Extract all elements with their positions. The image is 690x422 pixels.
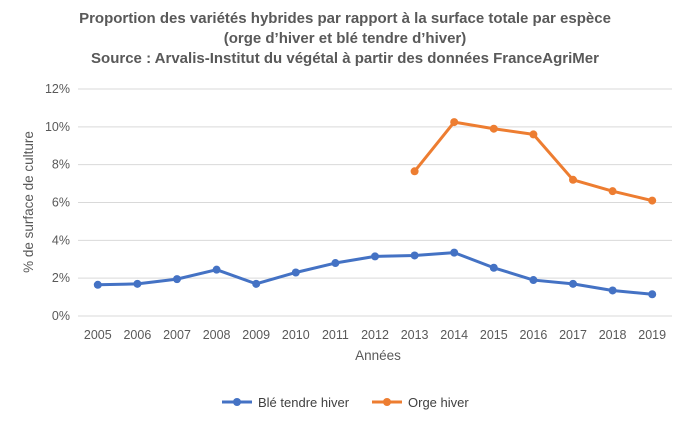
data-point [569, 279, 577, 288]
y-tick-label: 10% [45, 120, 70, 134]
x-tick-label: 2009 [242, 328, 270, 342]
legend-label-ble: Blé tendre hiver [258, 395, 350, 410]
data-point [410, 251, 419, 260]
legend-marker-orge [383, 398, 391, 406]
data-point [133, 279, 142, 288]
data-point [608, 286, 617, 295]
x-tick-label: 2008 [203, 328, 231, 342]
y-tick-label: 2% [52, 271, 70, 285]
data-point [489, 263, 498, 272]
x-tick-label: 2011 [322, 328, 349, 342]
x-tick-label: 2012 [361, 328, 389, 342]
y-tick-label: 4% [52, 233, 70, 247]
x-axis-label: Années [355, 348, 401, 363]
chart-title-line-3: Source : Arvalis-Institut du végétal à p… [91, 50, 599, 67]
legend: Blé tendre hiver Orge hiver [222, 395, 469, 410]
data-point [410, 167, 419, 176]
data-point [450, 118, 459, 127]
legend-label-orge: Orge hiver [408, 395, 469, 410]
y-tick-label: 12% [45, 82, 70, 96]
data-point [608, 187, 617, 196]
data-point [93, 280, 102, 289]
y-tick-label: 0% [52, 309, 70, 323]
x-tick-label: 2014 [440, 328, 468, 342]
x-tick-label: 2010 [282, 328, 310, 342]
x-tick-label: 2015 [480, 328, 508, 342]
data-point [489, 124, 498, 133]
x-tick-label: 2019 [638, 328, 666, 342]
x-tick-label: 2016 [519, 328, 547, 342]
legend-marker-ble [233, 398, 241, 406]
data-point [648, 290, 657, 299]
x-tick-label: 2007 [163, 328, 191, 342]
data-point [648, 196, 657, 205]
x-tick-label: 2006 [123, 328, 151, 342]
x-tick-label: 2005 [84, 328, 112, 342]
x-tick-label: 2017 [559, 328, 587, 342]
chart-title: Proportion des variétés hybrides par rap… [79, 10, 611, 67]
chart-title-line-2: (orge d’hiver et blé tendre d’hiver) [224, 30, 467, 47]
data-point [291, 268, 300, 277]
x-tick-label: 2018 [599, 328, 627, 342]
data-point [569, 175, 577, 184]
data-point [252, 279, 261, 288]
y-tick-label: 8% [52, 158, 70, 172]
data-point [529, 130, 538, 139]
y-axis-ticks: 0% 2% 4% 6% 8% 10% 12% [45, 82, 70, 323]
gridlines [78, 88, 672, 317]
data-point [331, 259, 340, 268]
data-point [371, 252, 379, 261]
data-point [529, 276, 538, 285]
series-layer [93, 118, 657, 299]
x-tick-label: 2013 [401, 328, 429, 342]
data-point [212, 265, 221, 274]
data-point [450, 248, 459, 257]
y-tick-label: 6% [52, 196, 70, 210]
x-axis-ticks: 2005 2006 2007 2008 2009 2010 2011 2012 2013 2014… [84, 328, 666, 342]
chart-title-line-1: Proportion des variétés hybrides par rap… [79, 10, 611, 27]
y-axis-label: % de surface de culture [21, 131, 36, 273]
data-point [173, 275, 181, 284]
